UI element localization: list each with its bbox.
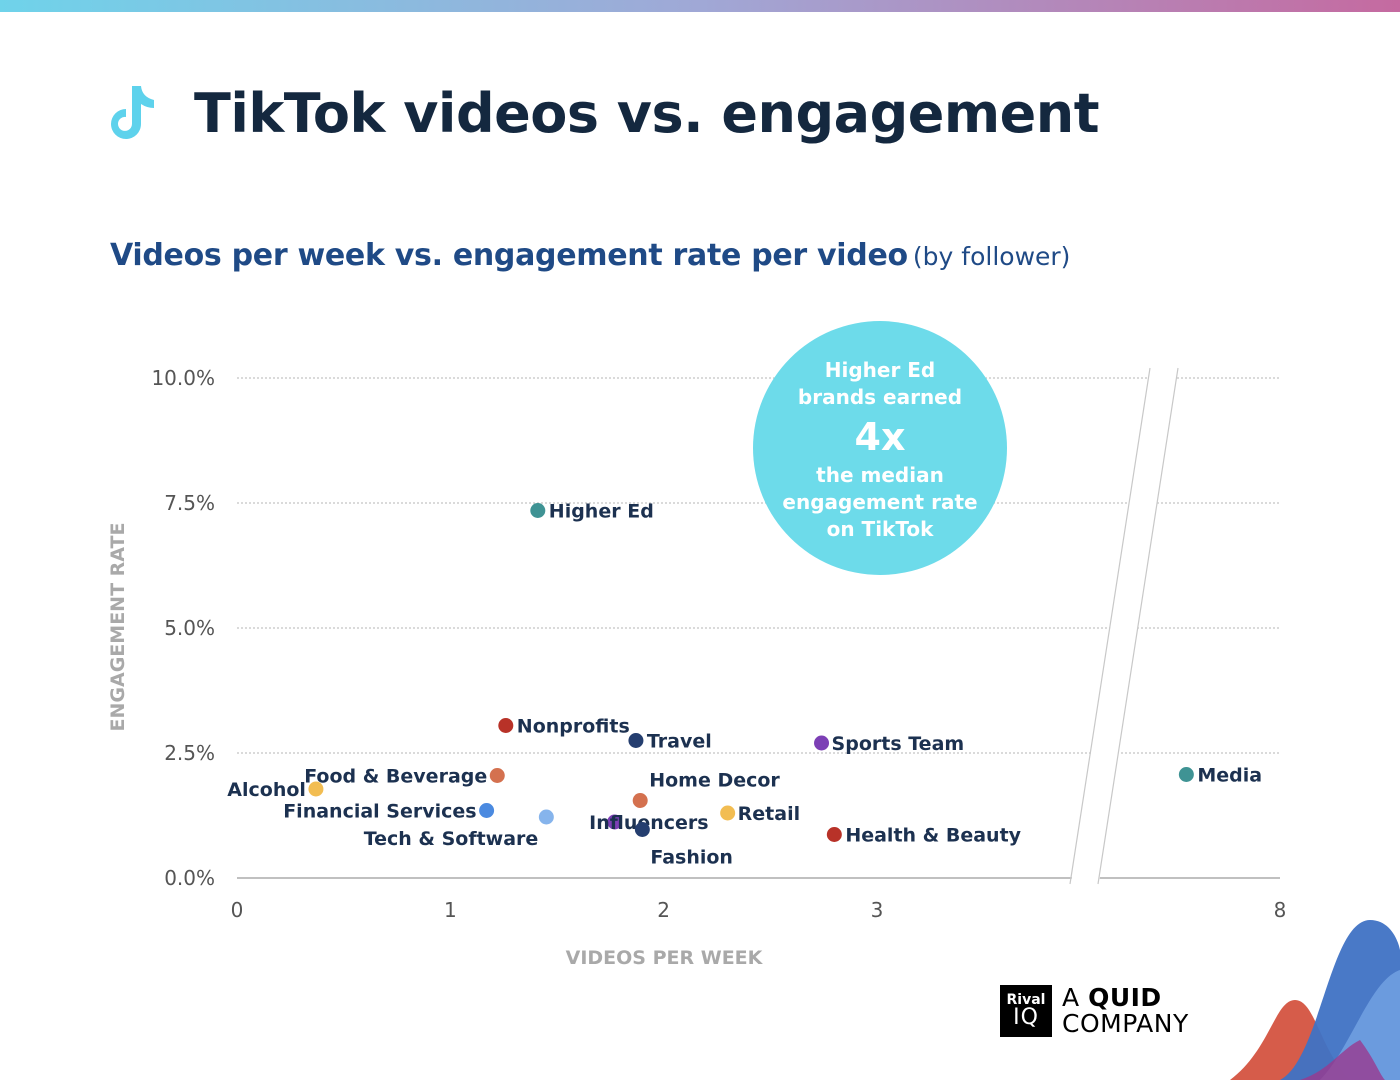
point-label-higher-ed: Higher Ed — [549, 501, 654, 523]
x-tick-label-3: 3 — [871, 898, 884, 922]
chart-subtitle: Videos per week vs. engagement rate per … — [110, 238, 1070, 273]
x-axis-title: VIDEOS PER WEEK — [566, 947, 764, 969]
point-higher-ed — [530, 503, 546, 518]
callout-big: 4x — [855, 415, 906, 459]
axis-break — [1069, 367, 1179, 890]
point-retail — [720, 805, 736, 821]
callout-circle — [753, 321, 1007, 575]
x-tick-label-4: 8 — [1274, 898, 1287, 922]
brand-box-bottom: IQ — [1013, 1005, 1039, 1030]
point-label-tech-software: Tech & Software — [364, 828, 539, 850]
axis-break-line-left — [1069, 367, 1151, 885]
point-label-food-beverage: Food & Beverage — [304, 766, 487, 788]
point-financial-services — [479, 803, 495, 818]
callout-line-3: the median — [816, 463, 944, 487]
point-label-influencers: Influencers — [589, 812, 708, 834]
brand-box-top: Rival — [1006, 992, 1046, 1008]
brand-line-2: COMPANY — [1062, 1009, 1189, 1038]
x-tick-label-1: 1 — [444, 898, 457, 922]
data-points: Higher Ed Nonprofits Travel Sports Team Food… — [227, 501, 1262, 869]
subtitle-note: (by follower) — [912, 242, 1071, 271]
point-nonprofits — [498, 718, 514, 733]
point-label-sports-team: Sports Team — [832, 733, 965, 755]
point-health-beauty — [826, 827, 842, 842]
callout-line-1: Higher Ed — [825, 358, 936, 382]
point-sports-team — [814, 735, 830, 751]
y-axis-title: ENGAGEMENT RATE — [107, 523, 129, 732]
point-tech-software — [538, 809, 554, 825]
point-label-financial-services: Financial Services — [283, 801, 476, 823]
point-influencers — [607, 814, 623, 830]
subtitle-main: Videos per week vs. engagement rate per … — [110, 238, 908, 273]
tiktok-icon — [111, 86, 154, 139]
rival-iq-logo: Rival IQ A QUID COMPANY — [1000, 984, 1189, 1038]
quid-company-text: A QUID COMPANY — [1062, 985, 1189, 1037]
point-label-media: Media — [1197, 765, 1262, 787]
rival-iq-box: Rival IQ — [1000, 985, 1052, 1037]
brand-prefix: A — [1062, 983, 1089, 1012]
point-label-fashion: Fashion — [650, 847, 733, 869]
axis-ticks: 0.0% 2.5% 5.0% 7.5% 10.0% 0 1 2 3 8 — [151, 366, 1286, 922]
callout-line-5: on TikTok — [827, 517, 934, 541]
point-label-health-beauty: Health & Beauty — [845, 825, 1021, 847]
x-tick-label-2: 2 — [657, 898, 670, 922]
point-media — [1178, 767, 1194, 782]
y-tick-label-4: 10.0% — [151, 366, 215, 390]
y-tick-label-3: 7.5% — [164, 491, 215, 515]
brand-quid: QUID — [1088, 983, 1162, 1012]
point-travel — [628, 733, 644, 748]
point-alcohol — [308, 781, 324, 797]
callout-line-4: engagement rate — [782, 490, 977, 514]
y-tick-label-2: 5.0% — [164, 616, 215, 640]
point-food-beverage — [489, 768, 505, 783]
point-label-travel: Travel — [647, 731, 712, 753]
decorative-waves — [1230, 920, 1400, 1080]
y-tick-label-0: 0.0% — [164, 866, 215, 890]
y-tick-label-1: 2.5% — [164, 741, 215, 765]
point-home-decor — [632, 793, 648, 808]
point-fashion — [634, 822, 650, 837]
callout-bubble: Higher Ed brands earned 4x the median en… — [753, 321, 1007, 575]
point-label-alcohol: Alcohol — [227, 779, 306, 801]
axis-break-gap — [1070, 368, 1178, 890]
point-label-nonprofits: Nonprofits — [517, 716, 630, 738]
callout-line-2: brands earned — [798, 385, 962, 409]
x-tick-label-0: 0 — [231, 898, 244, 922]
top-gradient-bar — [0, 0, 1400, 12]
point-label-home-decor: Home Decor — [649, 770, 780, 792]
title-area: TikTok videos vs. engagement — [108, 78, 1100, 148]
page-title: TikTok videos vs. engagement — [194, 81, 1100, 145]
axis-break-line-right — [1097, 367, 1179, 885]
point-label-retail: Retail — [738, 803, 800, 825]
